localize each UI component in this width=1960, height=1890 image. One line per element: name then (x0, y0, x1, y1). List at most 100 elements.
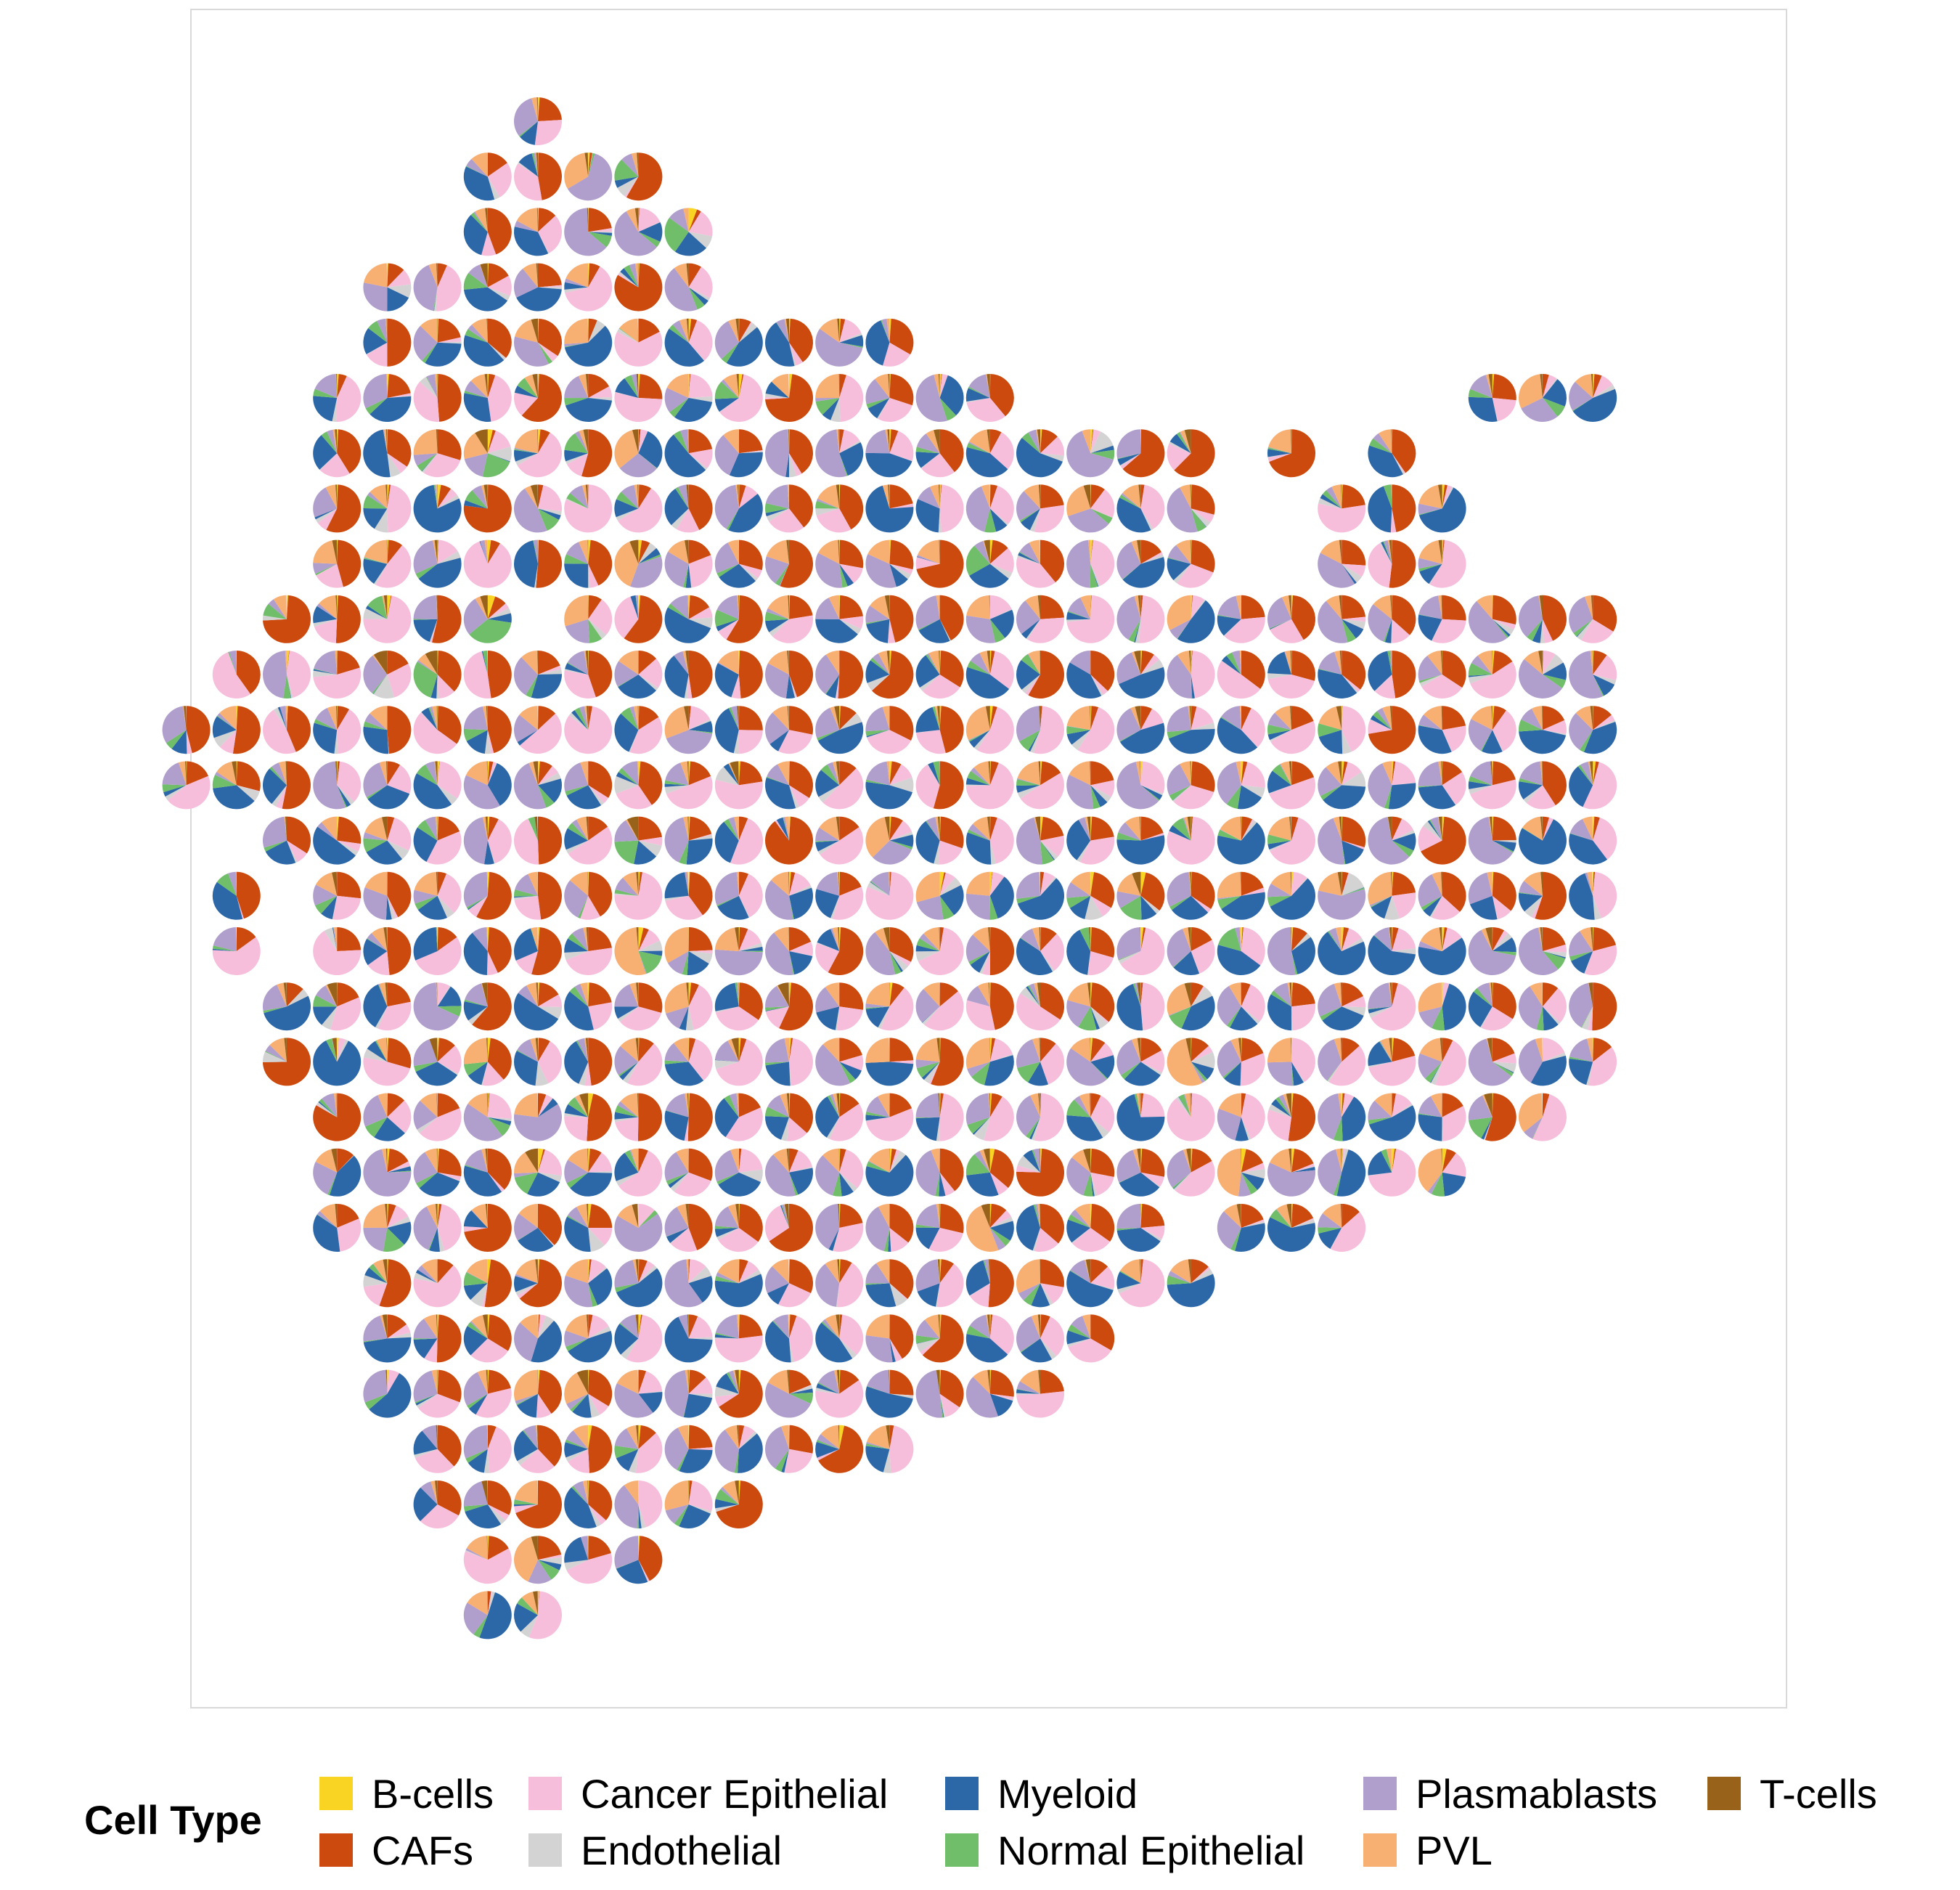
pie-slice-endothelial (830, 895, 840, 919)
pie-slice-cancer-epithelial (635, 1433, 663, 1473)
pie-slice-plasmablasts (614, 1046, 639, 1075)
pie-slice-cancer-epithelial (1442, 927, 1462, 951)
pie-slice-endothelial (515, 453, 538, 466)
spot-pie (614, 1369, 663, 1418)
pie-slice-cancer-epithelial (765, 1006, 789, 1029)
pie-slice-cancer-epithelial (1090, 1095, 1115, 1133)
pie-slice-myeloid (1569, 833, 1608, 865)
pie-slice-cancer-epithelial (989, 547, 1014, 573)
pie-slice-pvl (1037, 1204, 1040, 1228)
pie-slice-normal-epithelial (1169, 785, 1191, 801)
pie-slice-cancer-epithelial (584, 1062, 592, 1086)
pie-slice-plasmablasts (614, 661, 639, 687)
pie-slice-plasmablasts (1066, 539, 1091, 588)
pie-slice-t-cells (583, 429, 589, 454)
spot-pie (714, 816, 764, 865)
pie-slice-myeloid (415, 1062, 458, 1086)
pie-slice-myeloid (728, 494, 763, 533)
pie-slice-pvl (528, 762, 538, 786)
pie-slice-plasmablasts (470, 1321, 488, 1339)
spot-pie (463, 651, 512, 699)
pie-slice-cafs (588, 1314, 593, 1339)
pie-slice-t-cells (437, 484, 438, 509)
pie-slice-normal-epithelial (1320, 1006, 1342, 1021)
pie-slice-myeloid (865, 1006, 890, 1028)
pie-slice-cancer-epithelial (487, 1172, 505, 1192)
pie-slice-t-cells (1540, 927, 1543, 951)
spot-pie (313, 761, 362, 810)
pie-slice-endothelial (366, 342, 388, 355)
pie-slice-normal-epithelial (1177, 619, 1191, 639)
spot-pie (313, 650, 362, 698)
pie-slice-cancer-epithelial (1543, 651, 1556, 675)
pie-slice-normal-epithelial (734, 1449, 739, 1473)
pie-slice-plasmablasts (1368, 982, 1392, 1009)
pie-slice-myeloid (1519, 730, 1567, 754)
pie-slice-pvl (475, 596, 488, 619)
pie-slice-cancer-epithelial (1090, 675, 1108, 695)
pie-slice-endothelial (437, 986, 451, 1007)
pie-slice-endothelial (1368, 1006, 1392, 1018)
pie-slice-pvl (687, 871, 689, 896)
pie-slice-cancer-epithelial (1492, 398, 1516, 422)
pie-slice-t-cells (485, 1148, 488, 1173)
pie-slice-t-cells (436, 263, 438, 288)
pie-slice-cancer-epithelial (1241, 819, 1254, 841)
spot-pie (513, 1038, 562, 1086)
spot-pie (1368, 761, 1416, 810)
pie-slice-cancer-epithelial (1191, 1046, 1213, 1062)
pie-slice-t-cells (536, 208, 538, 232)
pie-slice-endothelial (262, 1051, 287, 1062)
pie-slice-cafs (437, 374, 462, 422)
pie-slice-pvl (565, 263, 589, 288)
pie-slice-cafs (1140, 982, 1143, 1007)
pie-slice-normal-epithelial (228, 651, 237, 675)
pie-slice-t-cells (1440, 651, 1442, 675)
pie-slice-endothelial (517, 1449, 538, 1466)
pie-slice-cancer-epithelial (965, 1000, 995, 1031)
pie-slice-pvl (825, 982, 840, 1007)
pie-slice-myeloid (1217, 717, 1258, 754)
pie-slice-b-cells (1291, 871, 1294, 896)
pie-slice-cafs (487, 1425, 497, 1449)
pie-slice-normal-epithelial (1519, 719, 1543, 732)
pie-slice-pvl (822, 1148, 840, 1173)
pie-slice-cafs (889, 1425, 894, 1449)
spot-pie (1116, 871, 1165, 920)
pie-slice-normal-epithelial (212, 775, 237, 789)
pie-slice-plasmablasts (916, 895, 944, 920)
pie-slice-myeloid (1020, 508, 1040, 531)
pie-slice-myeloid (570, 1172, 613, 1197)
pie-slice-b-cells (738, 650, 740, 675)
pie-slice-plasmablasts (664, 1043, 689, 1062)
spot-pie (313, 982, 362, 1031)
pie-slice-b-cells (588, 871, 589, 896)
pie-slice-cancer-epithelial (1442, 1106, 1466, 1141)
pie-slice-b-cells (1140, 1204, 1143, 1228)
pie-slice-cancer-epithelial (337, 709, 362, 754)
pie-slice-pvl (986, 1314, 990, 1339)
pie-slice-t-cells (1391, 429, 1392, 454)
pie-slice-endothelial (867, 730, 890, 738)
pie-slice-b-cells (487, 1314, 490, 1339)
pie-slice-cancer-epithelial (482, 1062, 504, 1086)
pie-slice-normal-epithelial (467, 1393, 488, 1409)
pie-slice-normal-epithelial (436, 927, 438, 951)
pie-slice-plasmablasts (1217, 762, 1241, 805)
spot-pie (463, 152, 512, 201)
pie-slice-endothelial (1169, 441, 1191, 454)
pie-slice-cancer-epithelial (1492, 619, 1516, 630)
pie-slice-myeloid (764, 322, 795, 367)
pie-slice-cafs (437, 1093, 460, 1117)
pie-slice-normal-epithelial (327, 1172, 338, 1196)
pie-slice-normal-epithelial (313, 388, 338, 398)
pie-slice-cafs (1543, 927, 1566, 951)
pie-slice-normal-epithelial (765, 1062, 789, 1066)
spot-pie (614, 816, 663, 865)
spot-pie (714, 927, 763, 976)
pie-slice-cafs (1593, 871, 1596, 896)
pie-slice-cancer-epithelial (1173, 785, 1214, 810)
pie-slice-plasmablasts (915, 1093, 940, 1118)
pie-slice-t-cells (730, 761, 739, 786)
pie-slice-plasmablasts (1418, 1053, 1442, 1079)
